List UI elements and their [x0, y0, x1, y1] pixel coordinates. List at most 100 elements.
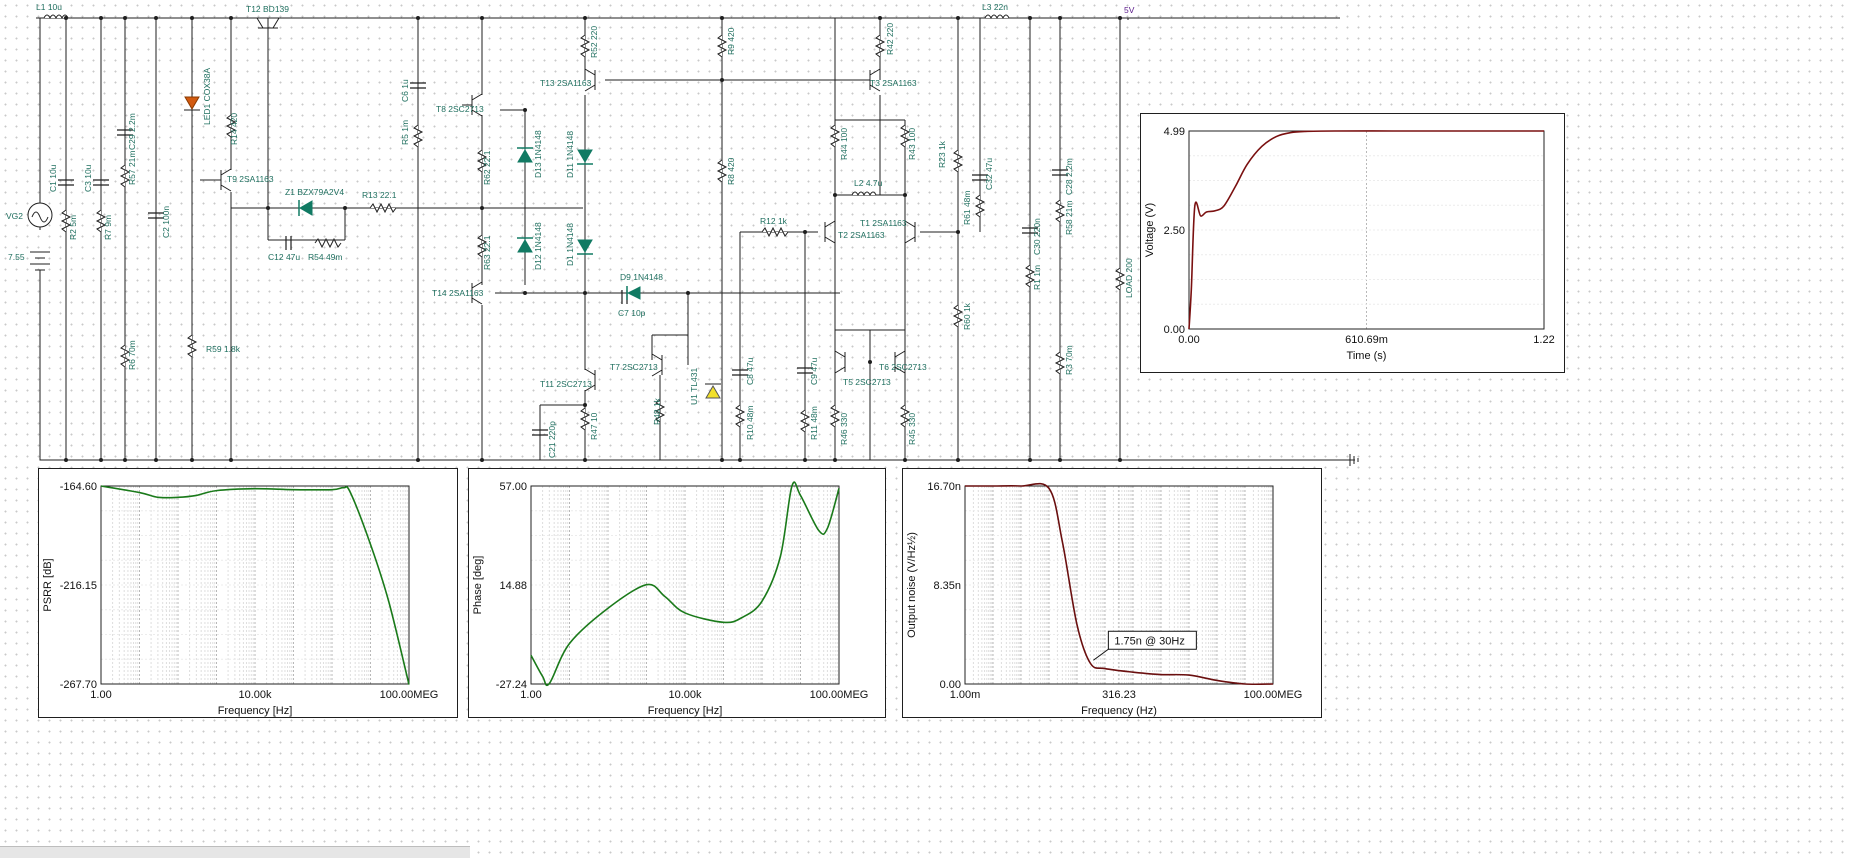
- y-axis-label: Phase [deg]: [472, 556, 484, 615]
- label-v755: 7.55: [8, 252, 25, 262]
- junction-dots: [64, 16, 1122, 462]
- y-tick-label: 0.00: [940, 679, 961, 691]
- x-axis-label: Frequency (Hz): [1081, 705, 1157, 717]
- x-tick-label: 1.22: [1533, 334, 1554, 346]
- label-c30: C30 220n: [1032, 218, 1042, 255]
- label-c9: C9 47u: [809, 357, 819, 385]
- label-r43: R43 100: [907, 128, 917, 160]
- chart-grid: [101, 486, 409, 684]
- y-tick-label: 4.99: [1164, 126, 1185, 138]
- led-symbol: [184, 97, 200, 110]
- label-t9: T9 2SA1163: [227, 174, 274, 184]
- label-c7: C7 10p: [618, 308, 646, 318]
- component-labels: L1 10u T12 BD139 L3 22n LED1 COX38A R14 420 T…: [6, 2, 1134, 458]
- diode-symbols: [299, 148, 640, 300]
- x-axis-label: Time (s): [1347, 350, 1387, 362]
- label-l1: L1 10u: [36, 2, 62, 12]
- label-t2: T2 2SA1163: [838, 230, 885, 240]
- label-c32: C32 47u: [984, 158, 994, 190]
- label-r11: R11 48m: [809, 406, 819, 440]
- label-r48: R48 1k: [652, 397, 662, 425]
- voltage-source-vg2: [28, 203, 52, 227]
- label-r61: R61 48m: [962, 191, 972, 226]
- label-c6: C6 1u: [400, 79, 410, 102]
- label-r62: R62 22.1: [482, 150, 492, 185]
- label-t12: T12 BD139: [246, 4, 289, 14]
- label-r1: R1 1m: [1032, 265, 1042, 290]
- chart-grid: [965, 486, 1273, 684]
- x-tick-label: 10.00k: [238, 689, 272, 701]
- label-l3: L3 22n: [982, 2, 1008, 12]
- circuit-schematic[interactable]: L1 10u T12 BD139 L3 22n LED1 COX38A R14 420 T…: [0, 0, 1850, 470]
- label-r6: R6 70m: [127, 340, 137, 370]
- chart-grid: [531, 486, 839, 684]
- battery-symbol: [30, 252, 50, 270]
- label-r58: R58 21m: [1064, 201, 1074, 236]
- y-tick-label: 0.00: [1164, 324, 1185, 336]
- label-c2: C2 100n: [161, 206, 171, 238]
- y-axis-label: Output noise (V/Hz½): [906, 532, 918, 638]
- label-t6: T6 2SC2713: [879, 362, 927, 372]
- label-r46: R46 330: [839, 413, 849, 445]
- x-tick-label: 316.23: [1102, 689, 1136, 701]
- label-c28: C28 2.2m: [1064, 158, 1074, 195]
- label-r52: R52 220: [589, 26, 599, 58]
- label-d13: D13 1N4148: [533, 130, 543, 178]
- x-tick-label: 10.00k: [668, 689, 702, 701]
- x-tick-label: 100.00MEG: [380, 689, 439, 701]
- supply-voltage-label: 5V: [1124, 5, 1135, 15]
- label-r59: R59 1.8k: [206, 344, 241, 354]
- label-load: LOAD 200: [1124, 258, 1134, 298]
- y-tick-label: 57.00: [499, 481, 527, 493]
- label-c12: C12 47u: [268, 252, 300, 262]
- label-r2: R2 5m: [68, 215, 78, 240]
- label-r47: R47 10: [589, 412, 599, 440]
- label-t11: T11 2SC2713: [540, 379, 592, 389]
- x-axis-label: Frequency [Hz]: [648, 705, 723, 717]
- label-r13: R13 22.1: [362, 190, 397, 200]
- label-d9: D9 1N4148: [620, 272, 663, 282]
- label-u1: U1 TL431: [689, 368, 699, 405]
- y-tick-label: -216.15: [60, 580, 97, 592]
- y-tick-label: -267.70: [60, 679, 97, 691]
- y-tick-label: -164.60: [60, 481, 97, 493]
- y-tick-label: 8.35n: [933, 580, 961, 592]
- label-t13: T13 2SA1163: [540, 78, 592, 88]
- label-vg2: VG2: [6, 211, 23, 221]
- y-tick-label: 2.50: [1164, 225, 1185, 237]
- horizontal-scrollbar[interactable]: [0, 846, 470, 858]
- label-r45: R45 330: [907, 413, 917, 445]
- label-d12: D12 1N4148: [533, 222, 543, 270]
- label-r12: R12 1k: [760, 216, 788, 226]
- label-r23: R23 1k: [937, 140, 947, 168]
- x-tick-label: 610.69m: [1345, 334, 1388, 346]
- label-l2: L2 4.7u: [854, 178, 883, 188]
- label-r14: R14 420: [229, 113, 239, 145]
- label-t8: T8 2SC2713: [436, 104, 484, 114]
- x-tick-label: 100.00MEG: [810, 689, 869, 701]
- label-led1: LED1 COX38A: [202, 68, 212, 125]
- y-axis-label: Voltage (V): [1144, 203, 1156, 257]
- label-r42: R42 220: [885, 23, 895, 55]
- label-r44: R44 100: [839, 128, 849, 160]
- label-c8: C8 47u: [745, 357, 755, 385]
- label-r9: R9 420: [726, 27, 736, 55]
- x-tick-label: 100.00MEG: [1244, 689, 1303, 701]
- label-t7: T7 2SC2713: [610, 362, 658, 372]
- label-r7: R7 9m: [103, 215, 113, 240]
- y-axis-label: PSRR [dB]: [42, 558, 54, 611]
- label-r57: R57 21m: [127, 151, 137, 186]
- label-r54: R54 49m: [308, 252, 343, 262]
- x-axis-label: Frequency [Hz]: [218, 705, 293, 717]
- label-t14: T14 2SA1163: [432, 288, 484, 298]
- y-tick-label: 14.88: [499, 580, 527, 592]
- y-tick-label: 16.70n: [927, 481, 961, 493]
- label-r63: R63 22.1: [482, 235, 492, 270]
